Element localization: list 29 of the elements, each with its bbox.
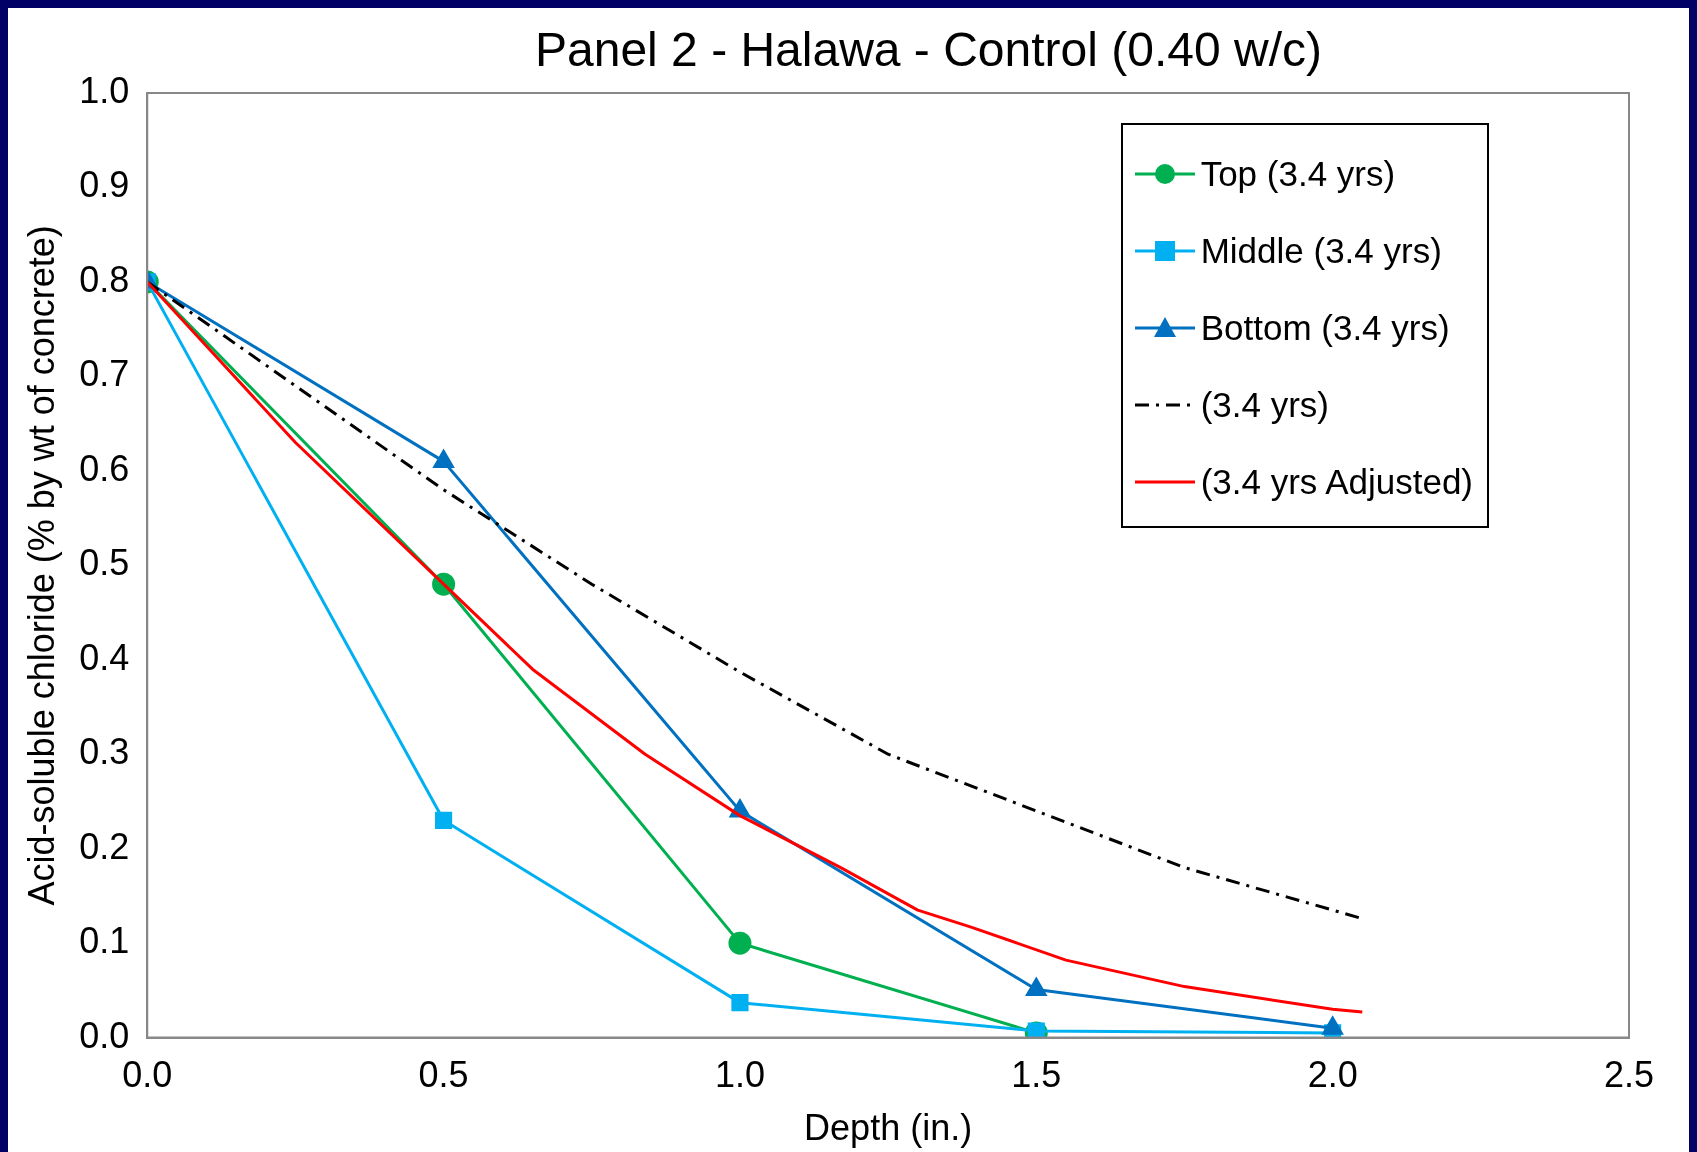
y-tick-label: 0.3 [79, 731, 130, 773]
point [435, 811, 453, 829]
point [728, 931, 752, 955]
point [1026, 977, 1047, 996]
legend-label: (3.4 yrs Adjusted) [1200, 461, 1473, 502]
legend-label: Top (3.4 yrs) [1200, 153, 1396, 194]
y-tick-label: 1.0 [79, 69, 130, 111]
y-tick-label: 0.0 [79, 1014, 130, 1056]
point [1322, 1016, 1343, 1035]
x-axis-title: Depth (in.) [804, 1107, 973, 1149]
y-tick-label: 0.6 [79, 447, 130, 489]
x-tick-label: 1.5 [1011, 1054, 1062, 1096]
y-tick-label: 0.5 [79, 542, 130, 584]
legend-label: Bottom (3.4 yrs) [1200, 307, 1450, 348]
y-tick-label: 0.1 [79, 920, 130, 962]
legend-label: (3.4 yrs) [1200, 384, 1330, 425]
y-tick-label: 0.7 [79, 353, 130, 395]
y-axis-title: Acid-soluble chloride (% by wt of concrete) [20, 225, 62, 906]
legend-label: Middle (3.4 yrs) [1200, 230, 1442, 271]
x-tick-label: 2.0 [1307, 1054, 1358, 1096]
y-tick-label: 0.4 [79, 636, 130, 678]
x-tick-label: 0.0 [122, 1054, 173, 1096]
x-tick-label: 2.5 [1603, 1054, 1655, 1096]
y-tick-label: 0.8 [79, 258, 130, 300]
x-tick-label: 1.0 [714, 1054, 765, 1096]
chart-title: Panel 2 - Halawa - Control (0.40 w/c) [534, 22, 1323, 77]
x-tick-label: 0.5 [418, 1054, 469, 1096]
y-tick-label: 0.2 [79, 825, 130, 867]
y-tick-label: 0.9 [79, 164, 130, 206]
